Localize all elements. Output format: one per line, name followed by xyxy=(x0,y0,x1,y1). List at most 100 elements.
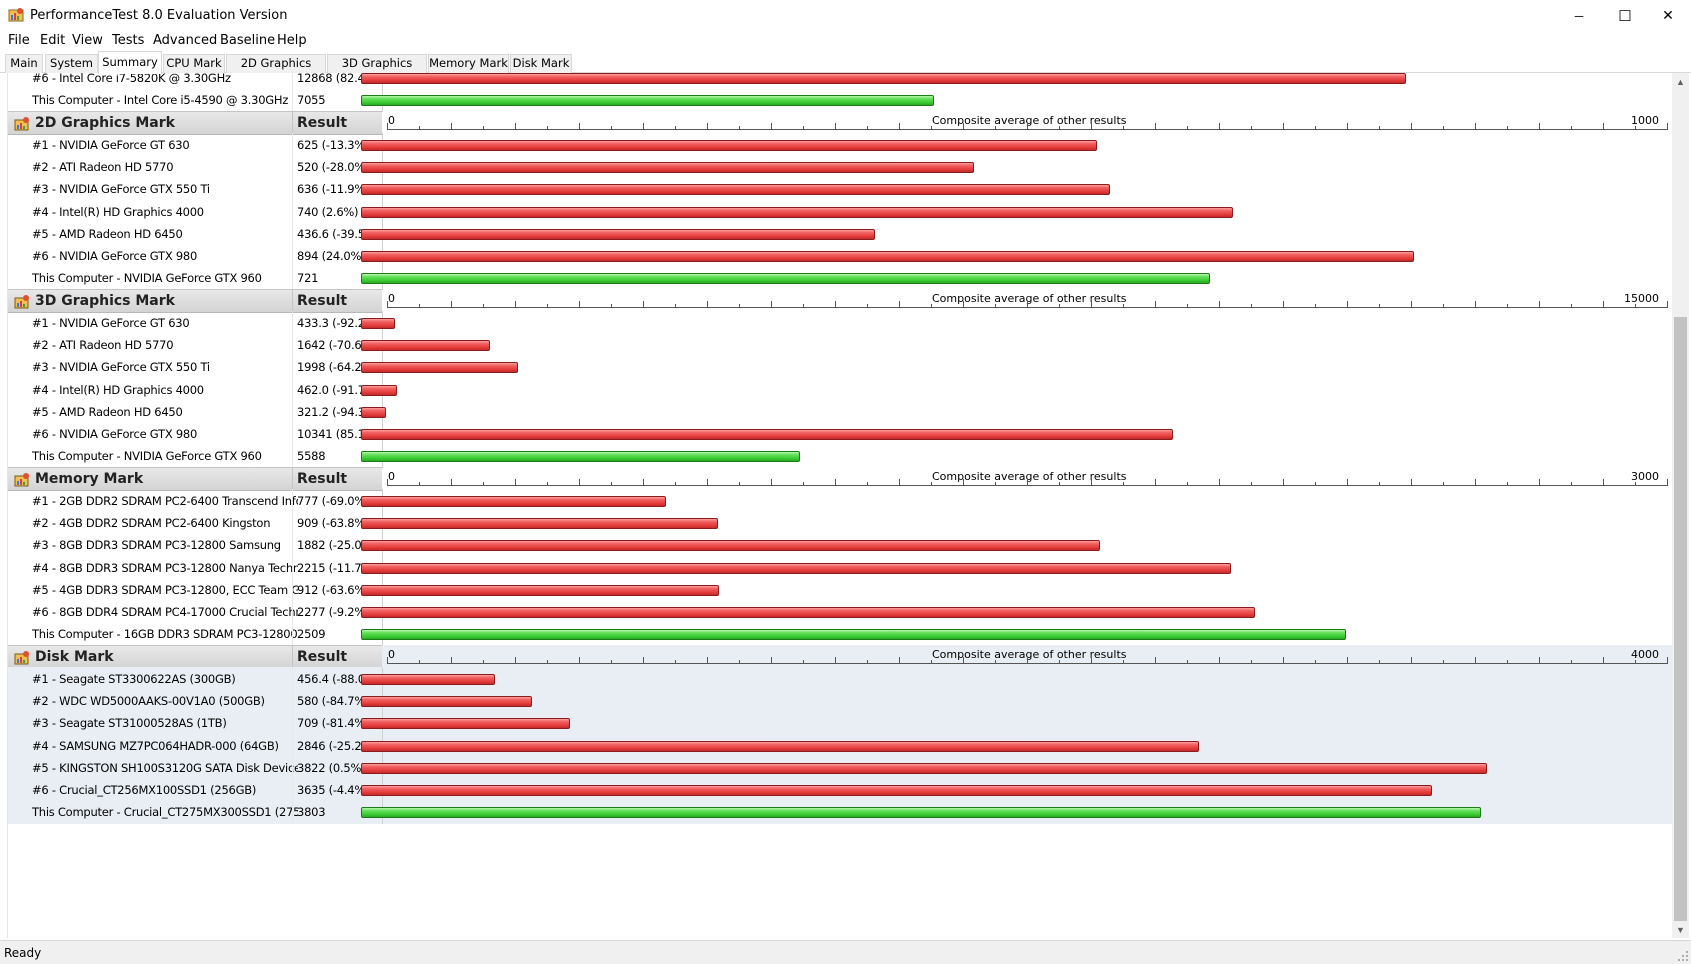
axis-tick xyxy=(643,656,644,664)
result-row[interactable]: #4 - Intel(R) HD Graphics 4000 740 (2.6%) xyxy=(8,199,1672,224)
axis-tick xyxy=(867,659,868,664)
result-row[interactable]: #4 - Intel(R) HD Graphics 4000 462.0 (-91… xyxy=(8,377,1672,402)
result-row[interactable]: #6 - Crucial_CT256MX100SSD1 (256GB) 3635 … xyxy=(8,778,1672,802)
result-row[interactable]: #5 - AMD Radeon HD 6450 321.2 (-94.3%) xyxy=(8,399,1672,424)
axis-tick xyxy=(739,125,740,130)
result-row[interactable]: #6 - Intel Core i7-5820K @ 3.30GHz 12868 … xyxy=(8,73,1672,90)
section-header: Memory Mark Result 0 Composite average of o… xyxy=(8,466,1672,492)
resize-grip-icon[interactable] xyxy=(1677,950,1689,962)
axis-tick xyxy=(611,125,612,130)
result-row[interactable]: #1 - Seagate ST3300622AS (300GB) 456.4 (-… xyxy=(8,666,1672,691)
result-row[interactable]: #5 - 4GB DDR3 SDRAM PC3-12800, ECC Team … xyxy=(8,577,1672,602)
result-row[interactable]: #1 - 2GB DDR2 SDRAM PC2-6400 Transcend I… xyxy=(8,488,1672,513)
result-row[interactable]: #2 - WDC WD5000AAKS-00V1A0 (500GB) 580 (-… xyxy=(8,689,1672,713)
axis-tick xyxy=(515,656,516,664)
menu-edit[interactable]: Edit xyxy=(40,33,66,48)
result-name: This Computer - Crucial_CT275MX300SSD1 (… xyxy=(32,805,298,820)
axis-max-label: 4000 xyxy=(1631,647,1659,661)
close-button[interactable]: ✕ xyxy=(1645,0,1691,31)
axis-tick xyxy=(1347,656,1348,664)
minimize-button[interactable]: ─ xyxy=(1556,0,1602,31)
menu-advanced[interactable]: Advanced xyxy=(153,33,218,48)
column-divider xyxy=(292,488,293,513)
menu-baseline[interactable]: Baseline xyxy=(220,33,276,48)
result-value: 636 (-11.9%) xyxy=(297,182,370,197)
tab-memory-mark[interactable]: Memory Mark xyxy=(428,54,509,73)
axis-tick xyxy=(1155,478,1156,486)
result-row[interactable]: #3 - NVIDIA GeForce GTX 550 Ti 636 (-11.9… xyxy=(8,177,1672,202)
column-divider xyxy=(292,444,293,469)
axis-tick xyxy=(1347,300,1348,308)
scroll-up-icon[interactable]: ▲ xyxy=(1676,76,1685,87)
result-row[interactable]: #1 - NVIDIA GeForce GT 630 433.3 (-92.2%) xyxy=(8,310,1672,335)
menu-file[interactable]: File xyxy=(8,33,30,48)
menu-help[interactable]: Help xyxy=(277,33,307,48)
column-divider xyxy=(292,310,293,335)
result-name: #1 - Seagate ST3300622AS (300GB) xyxy=(32,671,236,686)
tab-main[interactable]: Main xyxy=(5,54,43,73)
tab-summary[interactable]: Summary xyxy=(98,51,162,74)
axis-tick xyxy=(1315,659,1316,664)
result-name: #2 - 4GB DDR2 SDRAM PC2-6400 Kingston xyxy=(32,516,271,530)
axis-tick xyxy=(995,481,996,486)
result-row[interactable]: #4 - SAMSUNG MZ7PC064HADR-000 (64GB) 2846… xyxy=(8,733,1672,758)
this-computer-row[interactable]: This Computer - NVIDIA GeForce GTX 960 72… xyxy=(8,266,1672,291)
axis-tick xyxy=(515,300,516,308)
result-row[interactable]: #6 - NVIDIA GeForce GTX 980 10341 (85.1%) xyxy=(8,422,1672,446)
axis-tick xyxy=(611,481,612,486)
axis-tick xyxy=(739,303,740,308)
section-axis: 0 Composite average of other results 3000 xyxy=(382,467,1672,491)
this-computer-row[interactable]: This Computer - NVIDIA GeForce GTX 960 55… xyxy=(8,444,1672,469)
compare-bar xyxy=(361,673,495,685)
result-value: 3822 (0.5%) xyxy=(297,760,366,775)
axis-caption: Composite average of other results xyxy=(932,469,1127,483)
maximize-button[interactable]: ☐ xyxy=(1602,0,1648,31)
tab-2d-graphics-mark[interactable]: 2D Graphics Mark xyxy=(226,54,326,87)
result-row[interactable]: #6 - 8GB DDR4 SDRAM PC4-17000 Crucial Te… xyxy=(8,600,1672,624)
axis-tick xyxy=(1443,481,1444,486)
section-header: Disk Mark Result 0 Composite average of oth… xyxy=(8,644,1672,670)
axis-tick xyxy=(771,656,772,664)
result-value: 456.4 (-88.0%) xyxy=(297,671,380,686)
this-computer-row[interactable]: This Computer - 16GB DDR3 SDRAM PC3-1280… xyxy=(8,622,1672,647)
section-header-cell: 2D Graphics Mark Result xyxy=(8,110,382,136)
tab-3d-graphics-mark[interactable]: 3D Graphics Mark xyxy=(327,54,427,87)
result-row[interactable]: #5 - KINGSTON SH100S3120G SATA Disk Devi… xyxy=(8,755,1672,780)
summary-panel[interactable]: #6 - Intel Core i7-5820K @ 3.30GHz 12868 … xyxy=(7,73,1672,938)
tab-system[interactable]: System xyxy=(45,54,98,73)
axis-tick xyxy=(707,478,708,486)
result-value: 721 xyxy=(297,271,319,286)
tab-disk-mark[interactable]: Disk Mark xyxy=(510,54,572,73)
column-divider xyxy=(292,88,293,113)
result-row[interactable]: #1 - NVIDIA GeForce GT 630 625 (-13.3%) xyxy=(8,132,1672,157)
menu-view[interactable]: View xyxy=(72,33,103,48)
result-row[interactable]: #2 - 4GB DDR2 SDRAM PC2-6400 Kingston 909… xyxy=(8,511,1672,535)
axis-tick xyxy=(1379,125,1380,130)
axis-tick xyxy=(771,478,772,486)
axis-tick xyxy=(1315,125,1316,130)
result-row[interactable]: #2 - ATI Radeon HD 5770 520 (-28.0%) xyxy=(8,155,1672,179)
axis-caption: Composite average of other results xyxy=(932,113,1127,127)
result-name: #2 - ATI Radeon HD 5770 xyxy=(32,338,174,352)
result-row[interactable]: #5 - AMD Radeon HD 6450 436.6 (-39.5%) xyxy=(8,221,1672,246)
menu-tests[interactable]: Tests xyxy=(112,33,145,48)
this-computer-row[interactable]: This Computer - Crucial_CT275MX300SSD1 (… xyxy=(8,800,1672,825)
vertical-scrollbar[interactable]: ▲ ▼ xyxy=(1672,73,1689,938)
axis-zero-label: 0 xyxy=(388,291,395,305)
axis-tick xyxy=(1219,122,1220,130)
scroll-down-icon[interactable]: ▼ xyxy=(1676,924,1685,935)
result-row[interactable]: #3 - 8GB DDR3 SDRAM PC3-12800 Samsung 188… xyxy=(8,533,1672,558)
result-row[interactable]: #6 - NVIDIA GeForce GTX 980 894 (24.0%) xyxy=(8,244,1672,268)
scroll-thumb[interactable] xyxy=(1674,317,1687,921)
this-computer-row[interactable]: This Computer - Intel Core i5-4590 @ 3.3… xyxy=(8,88,1672,113)
result-row[interactable]: #3 - NVIDIA GeForce GTX 550 Ti 1998 (-64.… xyxy=(8,355,1672,380)
result-row[interactable]: #2 - ATI Radeon HD 5770 1642 (-70.6%) xyxy=(8,333,1672,357)
tab-cpu-mark[interactable]: CPU Mark xyxy=(163,54,225,73)
result-row[interactable]: #3 - Seagate ST31000528AS (1TB) 709 (-81.… xyxy=(8,711,1672,736)
result-row[interactable]: #4 - 8GB DDR3 SDRAM PC3-12800 Nanya Tech… xyxy=(8,555,1672,580)
axis-tick xyxy=(1347,122,1348,130)
axis-tick xyxy=(739,481,740,486)
result-name: #1 - NVIDIA GeForce GT 630 xyxy=(32,315,190,330)
axis-tick xyxy=(1219,478,1220,486)
axis-tick xyxy=(963,122,964,130)
